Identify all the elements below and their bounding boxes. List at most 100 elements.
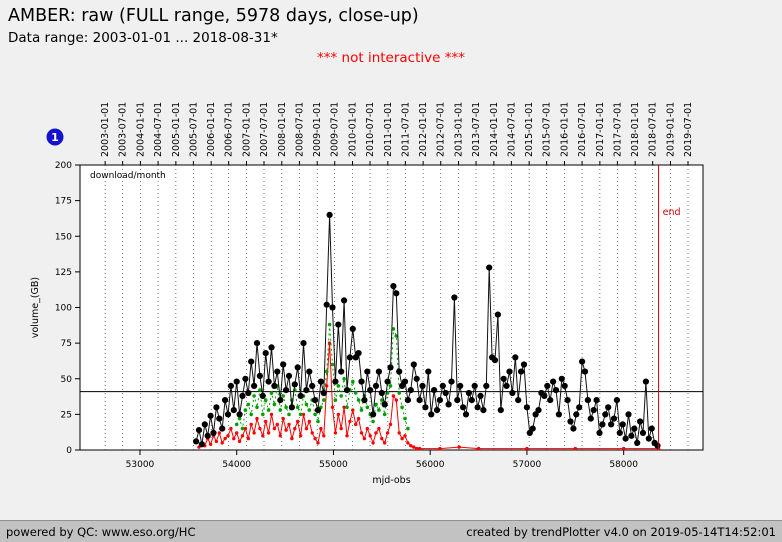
data-point [248,358,255,365]
data-point [314,407,322,414]
data-point [240,434,245,438]
top-date-label: 2006-01-01 [206,102,217,157]
data-point [454,397,461,404]
data-point [410,361,417,368]
data-point [285,372,293,379]
data-point [382,412,387,417]
top-date-label: 2008-07-01 [294,102,305,157]
data-point [587,415,594,422]
data-point [306,368,313,375]
data-point [625,411,632,418]
data-point [425,368,432,375]
data-point [237,416,242,421]
footer-bar: powered by QC: www.eso.org/HC created by… [0,520,782,542]
data-point [370,411,377,418]
data-point [622,435,629,442]
data-point [439,382,446,389]
data-point [406,441,410,445]
data-point [500,375,507,382]
data-point [243,408,248,412]
data-point [457,382,464,389]
data-point [288,404,295,411]
footer-powered-by-link[interactable]: powered by QC: www.eso.org/HC [6,524,196,539]
data-point [387,364,394,371]
data-point [280,361,287,368]
data-point [388,384,393,388]
data-point [255,405,259,410]
data-point [380,398,384,402]
top-date-label: 2014-01-01 [489,102,500,157]
data-point [375,368,382,375]
data-point [365,405,370,410]
data-point [295,405,300,410]
data-point [400,436,404,441]
top-date-label: 2006-07-01 [224,102,235,157]
data-point [476,446,481,451]
data-point [263,398,268,402]
data-point [303,387,310,394]
data-point [616,429,623,436]
data-point [397,391,402,395]
data-point [193,438,200,445]
data-point [383,441,387,445]
data-point [253,340,261,347]
y-tick-label: 125 [55,268,72,278]
data-point [339,394,344,398]
data-point [281,394,286,398]
data-point [239,392,246,399]
data-point [602,411,609,418]
data-point [320,389,327,397]
data-point [266,408,271,412]
data-point [474,404,481,411]
plot-number-badge[interactable]: 1 [46,128,64,146]
top-date-label: 2015-01-01 [524,102,535,157]
data-point [345,405,349,410]
data-point [322,398,326,402]
series-red-component [197,341,661,451]
data-point [558,375,565,382]
data-point [307,408,312,412]
data-point [223,436,227,441]
top-date-label: 2019-01-01 [665,102,676,157]
data-point [355,350,362,357]
data-point [216,415,223,422]
not-interactive-note: *** not interactive *** [317,50,465,66]
data-point [406,426,410,431]
data-point [365,426,369,431]
data-point [309,382,316,389]
top-date-label: 2004-07-01 [153,102,164,157]
data-point [401,378,409,385]
data-point [403,434,407,438]
data-point [324,369,329,374]
top-date-label: 2017-07-01 [612,102,623,157]
data-point [284,428,288,432]
data-point [195,427,203,434]
data-point [234,422,239,427]
data-point [433,407,441,414]
data-point [477,392,484,399]
data-point [224,411,232,418]
data-point [451,294,458,301]
plot-inner-label: download/month [90,171,166,181]
y-tick-label: 150 [55,232,72,242]
data-point [210,429,217,436]
data-point [348,419,352,424]
y-tick-label: 200 [55,161,72,171]
data-point [235,431,239,435]
y-tick-label: 50 [61,375,73,385]
data-point [236,411,243,418]
data-point [605,404,612,411]
data-point [249,422,253,427]
data-point [269,412,274,417]
data-point [381,401,388,408]
top-date-label: 2013-07-01 [471,102,482,157]
data-point [385,431,390,435]
data-point [278,408,283,412]
data-point [503,382,510,389]
data-point [506,368,513,375]
data-point [262,350,269,357]
data-point [246,436,250,441]
data-point [312,397,319,404]
data-point [374,402,378,407]
